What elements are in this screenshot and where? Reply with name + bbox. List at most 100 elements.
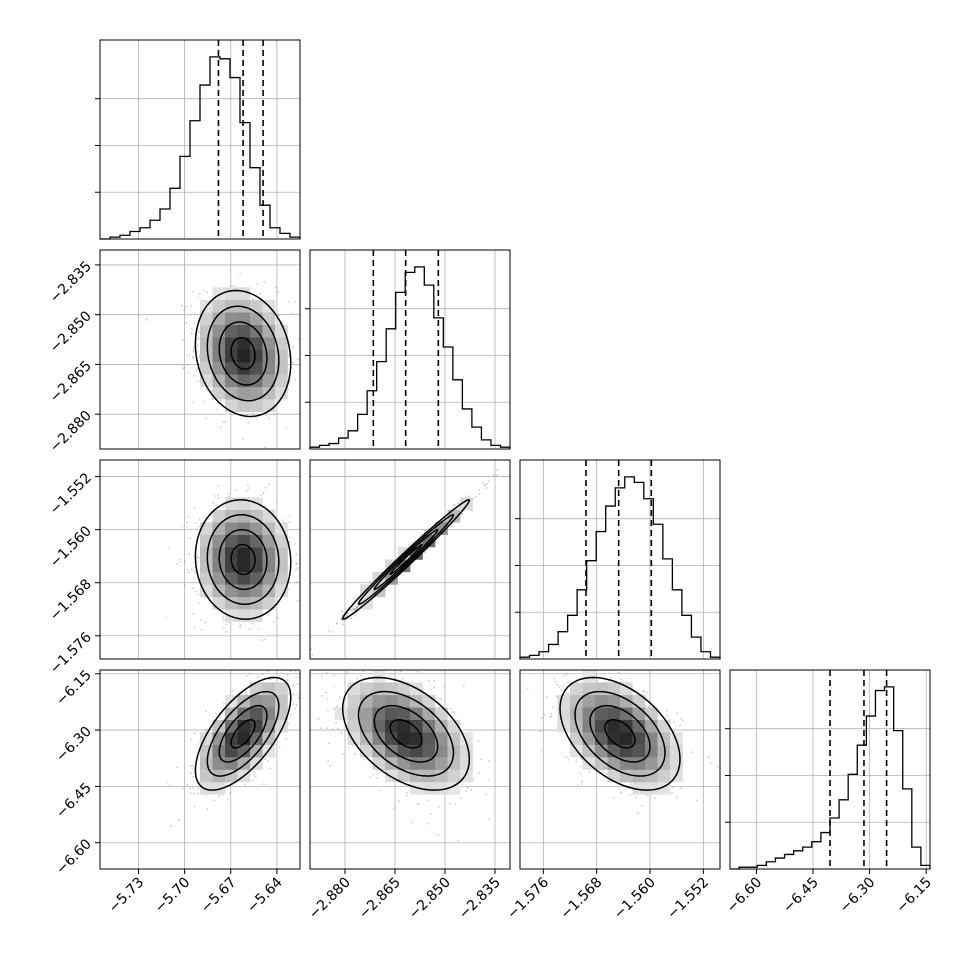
y-tick-label: −1.568 xyxy=(47,576,95,624)
sample-point xyxy=(629,781,632,784)
density-cell xyxy=(237,559,251,573)
sample-point xyxy=(581,780,583,783)
sample-point xyxy=(470,789,473,791)
sample-point xyxy=(196,344,199,347)
density-cell xyxy=(447,732,461,745)
x-tick-label: −6.60 xyxy=(724,875,766,917)
sample-point xyxy=(487,779,490,781)
sample-point xyxy=(247,487,250,489)
sample-point xyxy=(601,664,603,666)
sample-point xyxy=(567,758,570,761)
sample-point xyxy=(360,674,362,677)
density-cell xyxy=(422,732,436,745)
sample-point xyxy=(192,350,195,353)
sample-point xyxy=(225,623,227,626)
x-tick-label: −5.67 xyxy=(198,875,240,917)
density-cell xyxy=(275,349,288,363)
sample-point xyxy=(321,695,323,697)
density-cell xyxy=(250,399,263,412)
sample-point xyxy=(192,291,194,293)
sample-point xyxy=(379,789,381,792)
sample-point xyxy=(219,426,222,429)
density-cell xyxy=(397,682,411,696)
sample-point xyxy=(217,485,220,488)
sample-point xyxy=(197,792,200,795)
sample-point xyxy=(680,717,683,720)
density-cell xyxy=(250,349,263,363)
density-contour xyxy=(357,690,455,777)
sample-point xyxy=(289,657,291,659)
sample-point xyxy=(276,501,278,504)
sample-point xyxy=(249,672,251,675)
sample-point xyxy=(251,622,254,625)
sample-point xyxy=(184,560,186,563)
sample-point xyxy=(275,453,277,455)
sample-point xyxy=(417,803,420,806)
y-tick-label: −6.30 xyxy=(53,724,95,766)
sample-point xyxy=(352,607,354,609)
sample-point xyxy=(274,286,277,289)
histogram-step xyxy=(519,476,721,659)
sample-point xyxy=(253,771,256,774)
density-contour xyxy=(194,676,292,791)
sample-point xyxy=(256,675,259,678)
sample-point xyxy=(197,337,199,340)
sample-point xyxy=(377,646,379,648)
sample-point xyxy=(198,356,201,359)
sample-point xyxy=(354,608,357,611)
sample-point xyxy=(449,802,451,805)
sample-point xyxy=(482,481,484,484)
sample-point xyxy=(560,689,563,691)
sample-point xyxy=(356,605,359,608)
density-cell xyxy=(250,312,263,325)
sample-point xyxy=(344,619,347,622)
density-cell xyxy=(632,719,646,733)
density-cell xyxy=(582,707,596,720)
sample-point xyxy=(176,766,179,769)
sample-point xyxy=(185,306,187,308)
density-cell xyxy=(645,719,658,733)
sample-point xyxy=(185,321,188,324)
sample-point xyxy=(252,412,254,415)
sample-point xyxy=(643,690,645,692)
scatter-panel xyxy=(99,249,301,455)
scatter-panel xyxy=(309,459,511,660)
density-cell xyxy=(262,374,276,388)
sample-point xyxy=(336,727,339,730)
sample-point xyxy=(289,381,291,383)
sample-point xyxy=(178,819,181,821)
sample-point xyxy=(397,800,400,803)
sample-point xyxy=(267,614,270,617)
sample-point xyxy=(425,529,427,532)
density-cell xyxy=(237,386,251,400)
sample-point xyxy=(695,799,698,802)
density-cell xyxy=(262,509,276,523)
density-cell xyxy=(410,744,423,758)
sample-point xyxy=(216,402,219,404)
sample-point xyxy=(613,797,615,800)
sample-point xyxy=(541,716,543,719)
density-cell xyxy=(262,534,276,548)
sample-point xyxy=(433,680,435,682)
density-contour xyxy=(389,543,423,576)
sample-point xyxy=(292,703,295,705)
sample-point xyxy=(266,670,269,673)
sample-point xyxy=(575,760,578,763)
sample-point xyxy=(200,628,203,631)
sample-point xyxy=(604,772,607,775)
sample-point xyxy=(362,670,365,673)
sample-point xyxy=(641,804,643,807)
density-cell xyxy=(570,682,583,696)
density-cell xyxy=(250,571,263,585)
sample-point xyxy=(192,374,195,377)
density-cell xyxy=(262,312,276,325)
sample-point xyxy=(485,793,488,796)
density-cell xyxy=(250,707,263,720)
sample-point xyxy=(198,602,201,605)
density-cell xyxy=(385,707,398,720)
density-cell xyxy=(275,374,288,388)
density-cell xyxy=(410,732,423,745)
sample-point xyxy=(226,782,228,784)
sample-point xyxy=(487,480,490,482)
panel-content xyxy=(310,468,498,656)
